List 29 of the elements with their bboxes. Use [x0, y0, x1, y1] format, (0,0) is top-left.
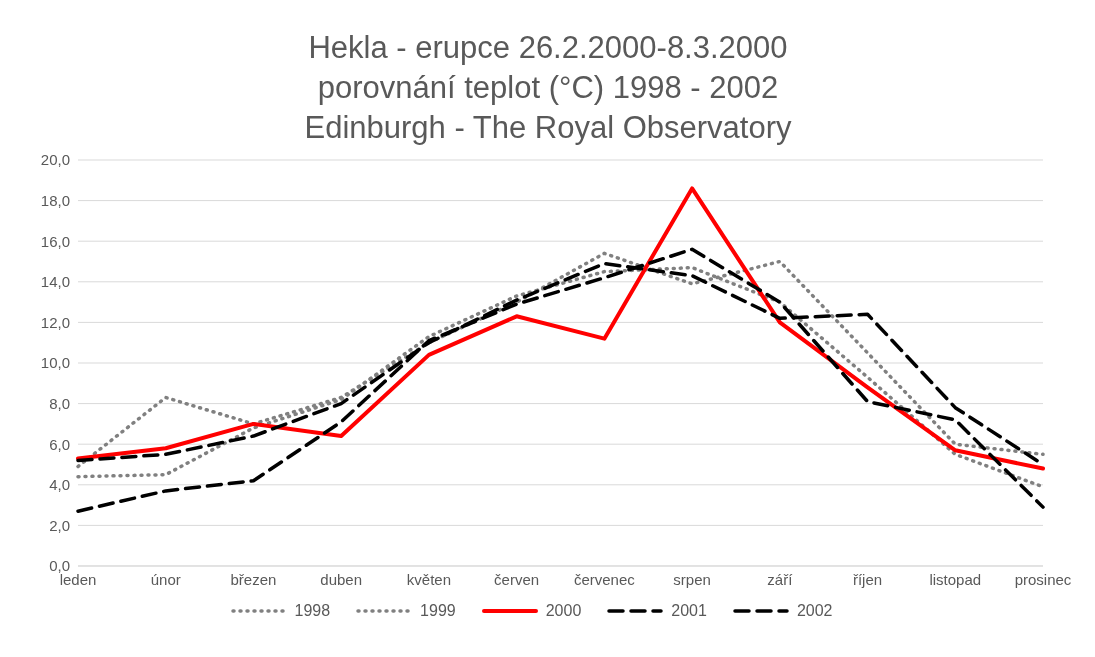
x-tick-label: duben: [320, 570, 363, 588]
x-tick-label: říjen: [852, 570, 883, 588]
line-series: [76, 186, 1045, 471]
y-tick-label: 8,0: [49, 394, 70, 412]
y-tick-label: 16,0: [40, 232, 70, 250]
line-series: [76, 247, 1045, 513]
legend-label: 1999: [419, 602, 456, 620]
y-tick-label: 18,0: [40, 191, 70, 209]
x-tick-label: květen: [406, 570, 452, 588]
legend-label: 2001: [670, 602, 707, 620]
y-tick-label: 2,0: [49, 516, 70, 534]
chart-title: Hekla - erupce 26.2.2000-8.3.2000 porovnání teplot (°C) 1998 - 2002 Edinburgh - The Royal Observatory: [303, 29, 793, 147]
x-tick-label: červen: [494, 570, 540, 588]
legend-label: 1998: [293, 602, 331, 620]
x-tick-label: prosinec: [1014, 570, 1072, 588]
y-tick-label: 12,0: [40, 313, 70, 331]
x-tick-label: únor: [150, 570, 181, 588]
x-tick-label: září: [767, 570, 794, 588]
y-tick-label: 10,0: [40, 354, 70, 372]
x-tick-label: srpen: [673, 570, 711, 588]
legend-label: 2000: [544, 602, 582, 620]
x-tick-label: červenec: [573, 570, 636, 588]
x-tick-label: listopad: [929, 570, 982, 588]
x-tick-label: březen: [230, 570, 277, 588]
y-tick-label: 6,0: [49, 435, 70, 453]
y-tick-label: 4,0: [49, 476, 70, 494]
y-tick-label: 14,0: [40, 273, 70, 291]
y-tick-label: 20,0: [40, 151, 70, 169]
legend-label: 2002: [795, 602, 833, 620]
